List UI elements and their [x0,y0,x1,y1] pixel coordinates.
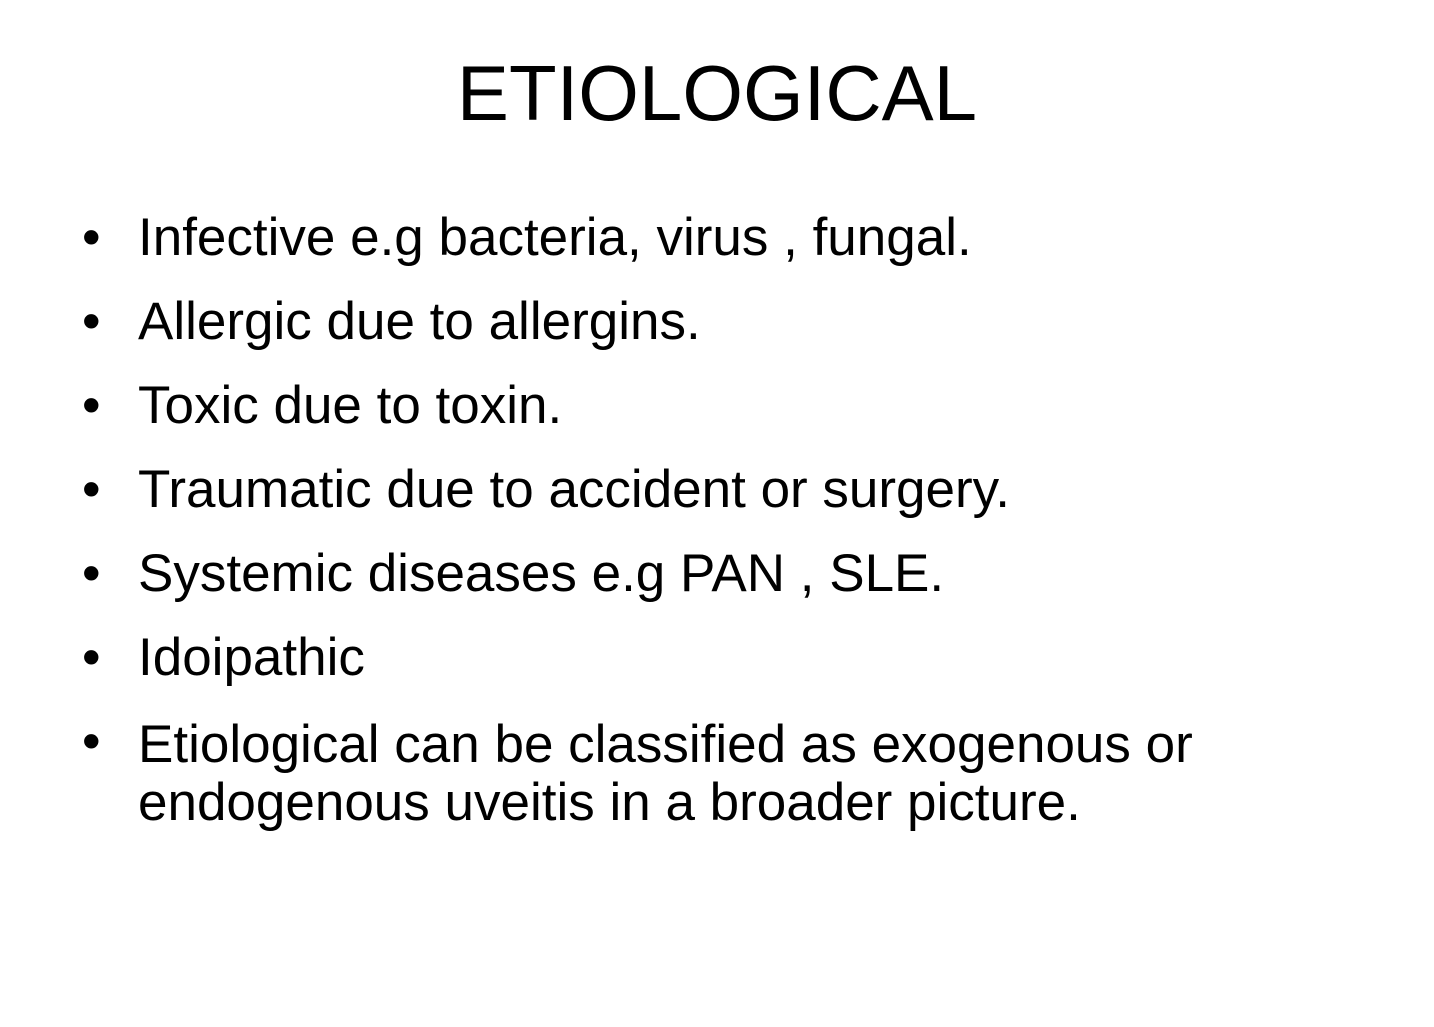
bullet-text: Systemic diseases e.g PAN , SLE. [138,544,945,603]
bullet-text: Infective e.g bacteria, virus , fungal. [138,208,972,267]
bullet-text: Etiological can be classified as exogeno… [138,715,1193,832]
bullet-text: Allergic due to allergins. [138,292,701,351]
list-item: • Idoipathic [82,628,1332,687]
bullet-list: • Infective e.g bacteria, virus , fungal… [82,208,1332,864]
list-item: • Systemic diseases e.g PAN , SLE. [82,544,1332,603]
list-item: • Traumatic due to accident or surgery. [82,460,1332,519]
bullet-marker: • [82,460,101,519]
bullet-marker: • [82,712,101,771]
list-item: • Infective e.g bacteria, virus , fungal… [82,208,1332,267]
bullet-marker: • [82,628,101,687]
bullet-marker: • [82,376,101,435]
slide-title: ETIOLOGICAL [456,49,978,137]
list-item: • Etiological can be classified as exoge… [82,712,1332,832]
bullet-marker: • [82,544,101,603]
bullet-marker: • [82,292,101,351]
bullet-text: Toxic due to toxin. [138,376,563,435]
bullet-marker: • [82,208,101,267]
bullet-text: Traumatic due to accident or surgery. [138,460,1010,519]
bullet-text: Idoipathic [138,628,365,687]
list-item: • Toxic due to toxin. [82,376,1332,435]
list-item: • Allergic due to allergins. [82,292,1332,351]
